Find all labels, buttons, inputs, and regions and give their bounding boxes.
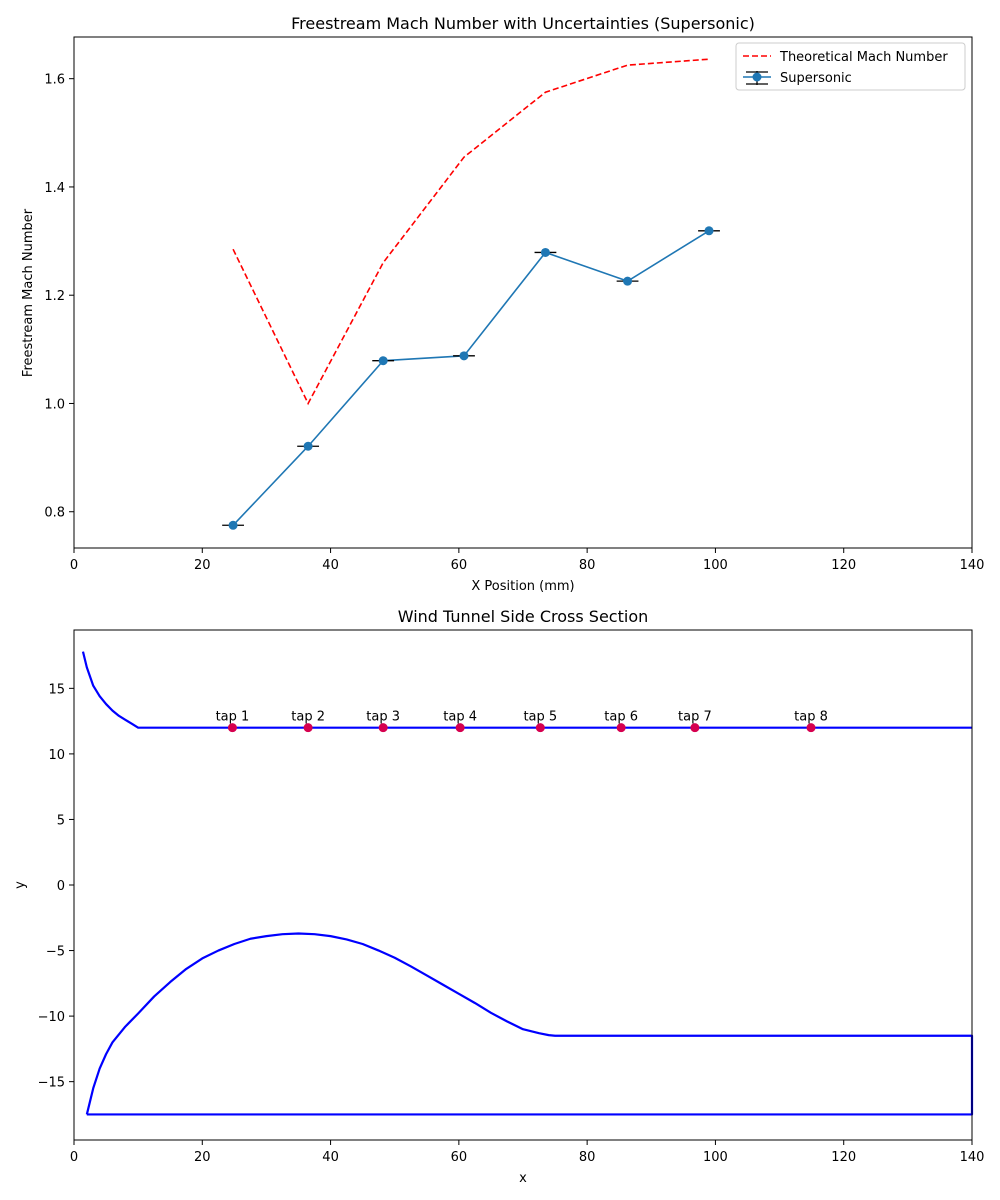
tap-label: tap 3: [366, 710, 400, 725]
tap-point: [455, 723, 465, 733]
supersonic-point: [704, 226, 714, 236]
chart2-x-tick-label: 100: [703, 1150, 728, 1165]
chart2-y-tick-label: −10: [38, 1010, 65, 1025]
chart1-x-tick-label: 100: [703, 558, 728, 573]
chart2-y-tick-label: 0: [57, 879, 65, 894]
chart2-y-tick-label: 10: [48, 748, 65, 763]
chart2-x-tick-label: 140: [960, 1150, 985, 1165]
theoretical-mach-line: [232, 58, 710, 406]
chart1-y-tick-label: 1.6: [44, 73, 65, 88]
supersonic-point: [459, 351, 469, 361]
lower-wall-line: [85, 932, 974, 1116]
legend-theoretical-label: Theoretical Mach Number: [779, 50, 948, 65]
chart1-x-tick-label: 40: [322, 558, 339, 573]
chart1-x-tick-label: 60: [451, 558, 468, 573]
chart2-y-tick-label: 5: [57, 813, 65, 828]
supersonic-point: [378, 356, 388, 366]
chart1-x-tick-label: 80: [579, 558, 596, 573]
tap-label: tap 4: [443, 710, 477, 725]
tap-point: [303, 723, 313, 733]
chart2-x-tick-label: 20: [194, 1150, 211, 1165]
supersonic-point: [303, 441, 313, 451]
legend-supersonic-swatch: [743, 71, 771, 85]
upper-wall-line: [81, 651, 972, 729]
chart1-y-tick-label: 1.2: [44, 289, 65, 304]
supersonic-point: [228, 520, 238, 530]
wind-tunnel-chart: Wind Tunnel Side Cross Section tap 1 tap …: [13, 607, 984, 1186]
tap-label: tap 7: [678, 710, 712, 725]
tap-label: tap 6: [604, 710, 638, 725]
chart2-y-axis-label: y: [13, 881, 28, 889]
chart2-x-tick-label: 40: [322, 1150, 339, 1165]
chart1-ticks: 0 20 40 60 80 100 120 140 0.8 1.0 1.2 1.4 1.6: [44, 73, 984, 573]
mach-number-chart: Freestream Mach Number with Uncertaintie…: [21, 14, 984, 594]
legend-supersonic-label: Supersonic: [780, 71, 852, 86]
chart1-y-axis-label: Freestream Mach Number: [21, 208, 36, 377]
chart2-marks: tap 1 tap 2 tap 3 tap 4 tap 5 tap 6 tap 7 tap 8: [81, 651, 974, 1116]
supersonic-point: [540, 247, 550, 257]
chart2-ticks: 0 20 40 60 80 100 120 140 −15 −10 −5 0 5 10 15: [38, 682, 985, 1165]
chart1-x-tick-label: 0: [70, 558, 78, 573]
chart2-y-tick-label: 15: [48, 682, 65, 697]
chart1-x-tick-label: 120: [831, 558, 856, 573]
tap-point: [616, 723, 626, 733]
tap-point: [690, 723, 700, 733]
tap-label: tap 8: [794, 710, 828, 725]
chart2-x-tick-label: 60: [451, 1150, 468, 1165]
legend-box: [735, 42, 966, 91]
chart1-x-tick-label: 140: [960, 558, 985, 573]
chart2-x-axis-label: x: [519, 1171, 527, 1186]
supersonic-line: [232, 230, 710, 526]
supersonic-point: [623, 276, 633, 286]
chart2-x-tick-label: 0: [70, 1150, 78, 1165]
chart2-x-tick-label: 80: [579, 1150, 596, 1165]
chart2-plot-frame: [73, 629, 973, 1141]
chart1-legend: Theoretical Mach Number Supersonic: [735, 42, 966, 91]
chart1-marks: [222, 58, 720, 530]
chart1-y-tick-label: 1.0: [44, 397, 65, 412]
chart1-y-tick-label: 0.8: [44, 506, 65, 521]
chart1-title: Freestream Mach Number with Uncertaintie…: [291, 14, 755, 33]
tap-point: [806, 723, 816, 733]
chart2-y-tick-label: −5: [46, 945, 65, 960]
chart2-y-tick-label: −15: [38, 1076, 65, 1091]
chart2-x-tick-label: 120: [831, 1150, 856, 1165]
chart2-title: Wind Tunnel Side Cross Section: [398, 607, 649, 626]
tap-point: [535, 723, 545, 733]
tap-label: tap 5: [523, 710, 557, 725]
tap-label: tap 1: [216, 710, 250, 725]
chart1-y-tick-label: 1.4: [44, 181, 65, 196]
chart1-x-axis-label: X Position (mm): [471, 579, 574, 594]
tap-label: tap 2: [291, 710, 325, 725]
chart1-plot-frame: [73, 36, 973, 549]
tap-point: [378, 723, 388, 733]
tap-point: [227, 723, 237, 733]
chart1-x-tick-label: 20: [194, 558, 211, 573]
